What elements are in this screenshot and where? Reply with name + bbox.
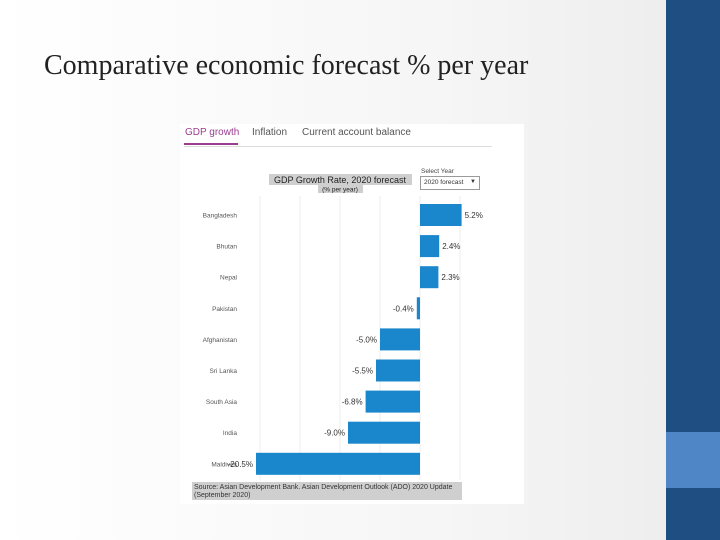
bar	[420, 266, 439, 289]
bar	[420, 204, 462, 226]
category-label: Afghanistan	[203, 337, 238, 344]
slide-title: Comparative economic forecast % per year	[44, 50, 529, 81]
chart-subtitle-background	[318, 185, 363, 193]
active-tab-indicator	[184, 143, 238, 145]
category-label: India	[223, 430, 237, 437]
chart-title: GDP Growth Rate, 2020 forecast	[274, 175, 406, 185]
category-label: Nepal	[220, 275, 238, 282]
decorative-side-accent	[666, 432, 720, 488]
gdp-growth-chart: GDP Growth Rate, 2020 forecast (% per yea…	[192, 174, 483, 500]
bar	[416, 297, 420, 320]
value-label: 2.3%	[441, 273, 459, 282]
value-label: -0.4%	[393, 304, 414, 313]
tab-gdp-growth[interactable]: GDP growth	[185, 127, 240, 138]
value-label: -5.5%	[352, 367, 373, 376]
value-label: 2.4%	[442, 242, 460, 251]
bar	[420, 235, 440, 258]
category-label: Sri Lanka	[210, 368, 238, 375]
tab-current-account-balance[interactable]: Current account balance	[302, 127, 411, 138]
year-select[interactable]: 2020 forecast ▼	[420, 176, 480, 190]
category-label: South Asia	[206, 399, 237, 406]
select-year-label: Select Year	[421, 168, 454, 175]
chevron-down-icon: ▼	[470, 179, 476, 185]
tab-bar: GDP growth Inflation Current account bal…	[184, 124, 492, 147]
value-label: 5.2%	[465, 211, 483, 220]
chart-panel: GDP growth Inflation Current account bal…	[180, 124, 524, 504]
bar	[365, 390, 420, 413]
value-label: -20.5%	[228, 460, 253, 469]
bar	[376, 359, 420, 382]
category-label: Pakistan	[212, 306, 237, 313]
source-note-line-1: Source: Asian Development Bank. Asian De…	[194, 484, 452, 491]
chart-subtitle: (% per year)	[322, 187, 358, 194]
bar	[348, 421, 420, 444]
chart-title-background	[269, 174, 412, 185]
bar	[380, 328, 420, 351]
source-note-line-2: (September 2020)	[194, 492, 250, 499]
year-select-value: 2020 forecast	[424, 179, 464, 186]
tab-inflation[interactable]: Inflation	[252, 127, 288, 138]
category-label: Bangladesh	[203, 213, 238, 220]
bar	[256, 452, 420, 475]
value-label: -5.0%	[356, 335, 377, 344]
category-label: Maldives	[211, 461, 237, 468]
category-label: Bhutan	[216, 244, 237, 251]
source-background	[192, 482, 462, 500]
value-label: -6.8%	[342, 398, 363, 407]
value-label: -9.0%	[324, 429, 345, 438]
